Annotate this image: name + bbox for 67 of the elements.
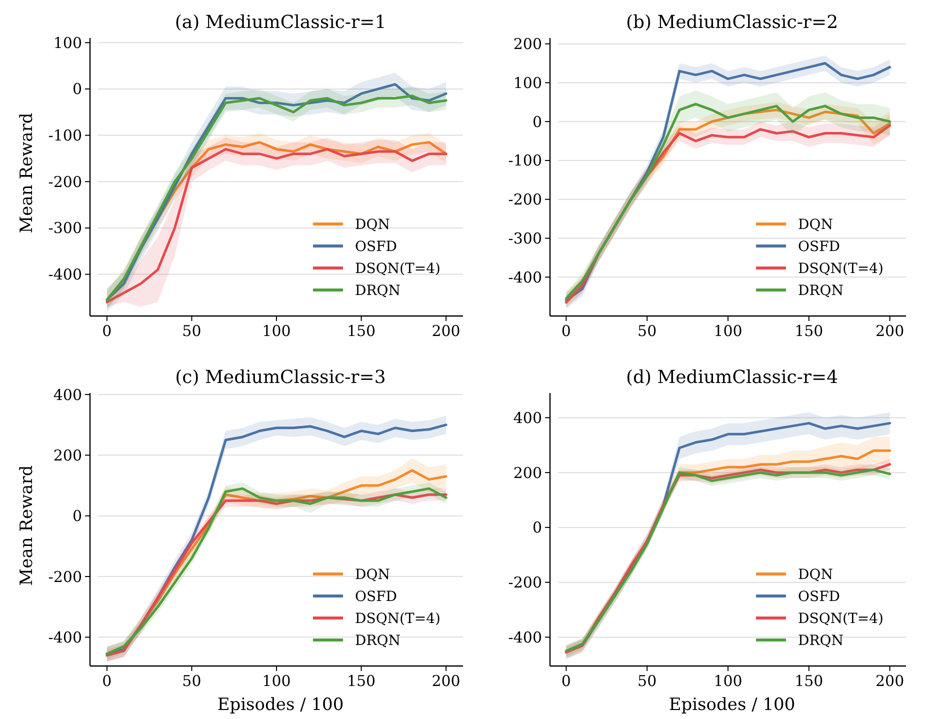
y-tick-label: 0 (532, 112, 542, 131)
y-tick-label: -200 (48, 172, 82, 191)
y-axis-title: Mean Reward (17, 112, 37, 234)
legend-label: OSFD (798, 588, 840, 605)
y-tick-label: 100 (53, 34, 82, 52)
legend-label: DRQN (798, 632, 844, 649)
y-tick-label: -100 (508, 152, 542, 170)
legend-label: DRQN (355, 632, 400, 649)
y-tick-label: -400 (508, 628, 542, 646)
legend-label: DRQN (798, 282, 844, 299)
chart-title: (a) MediumClassic-r=1 (174, 12, 386, 33)
x-tick-label: 200 (432, 672, 460, 690)
legend-label: DQN (355, 216, 390, 233)
x-tick-label: 200 (432, 322, 460, 340)
legend-label: DRQN (355, 282, 400, 299)
legend-label: OSFD (798, 238, 840, 255)
legend-label: OSFD (355, 588, 398, 605)
legend-label: DSQN(T=4) (355, 260, 440, 277)
y-tick-label: -300 (48, 219, 82, 238)
y-tick-label: 400 (513, 408, 542, 427)
y-tick-label: 200 (513, 35, 542, 54)
x-tick-label: 150 (794, 672, 824, 690)
y-tick-label: 0 (532, 518, 542, 537)
x-tick-label: 0 (102, 672, 112, 690)
y-tick-label: -100 (48, 126, 82, 145)
y-tick-label: -200 (508, 190, 542, 209)
x-tick-label: 0 (561, 322, 571, 340)
legend-label: DQN (355, 566, 390, 583)
legend-label: DSQN(T=4) (355, 610, 440, 627)
y-tick-label: 0 (72, 80, 82, 98)
x-tick-label: 200 (876, 322, 904, 340)
x-tick-label: 0 (102, 322, 112, 340)
y-tick-label: -400 (48, 628, 82, 646)
legend-label: DQN (798, 566, 833, 583)
legend-label: DSQN(T=4) (798, 610, 884, 627)
y-tick-label: 100 (513, 74, 542, 92)
y-axis-title: Mean Reward (17, 465, 37, 586)
x-tick-label: 100 (714, 322, 742, 340)
chart-title: (d) MediumClassic-r=4 (626, 367, 838, 388)
x-tick-label: 0 (561, 672, 571, 690)
chart-title: (c) MediumClassic-r=3 (175, 367, 386, 388)
x-tick-label: 100 (262, 322, 291, 340)
y-tick-label: -300 (508, 229, 542, 248)
y-tick-label: 200 (513, 464, 542, 482)
x-tick-label: 150 (346, 672, 376, 690)
y-tick-label: -200 (48, 568, 82, 586)
y-tick-label: 0 (72, 507, 82, 526)
y-tick-label: 400 (53, 386, 82, 404)
chart-title: (b) MediumClassic-r=2 (626, 12, 838, 33)
y-tick-label: -400 (48, 266, 82, 284)
x-tick-label: 150 (794, 322, 824, 340)
y-tick-label: -200 (508, 574, 542, 592)
x-axis-title: Episodes / 100 (217, 695, 344, 715)
x-tick-label: 200 (876, 672, 904, 690)
legend-label: OSFD (355, 238, 398, 255)
x-tick-label: 50 (182, 672, 202, 690)
x-axis-title: Episodes / 100 (668, 695, 796, 715)
x-tick-label: 100 (262, 672, 291, 690)
legend-label: DQN (798, 216, 833, 233)
x-tick-label: 50 (638, 322, 657, 340)
x-tick-label: 150 (346, 322, 376, 340)
legend-label: DSQN(T=4) (798, 260, 884, 277)
x-tick-label: 50 (182, 322, 202, 340)
x-tick-label: 100 (714, 672, 742, 690)
x-tick-label: 50 (638, 672, 657, 690)
y-tick-label: -400 (508, 268, 542, 286)
y-tick-label: 200 (53, 446, 82, 464)
